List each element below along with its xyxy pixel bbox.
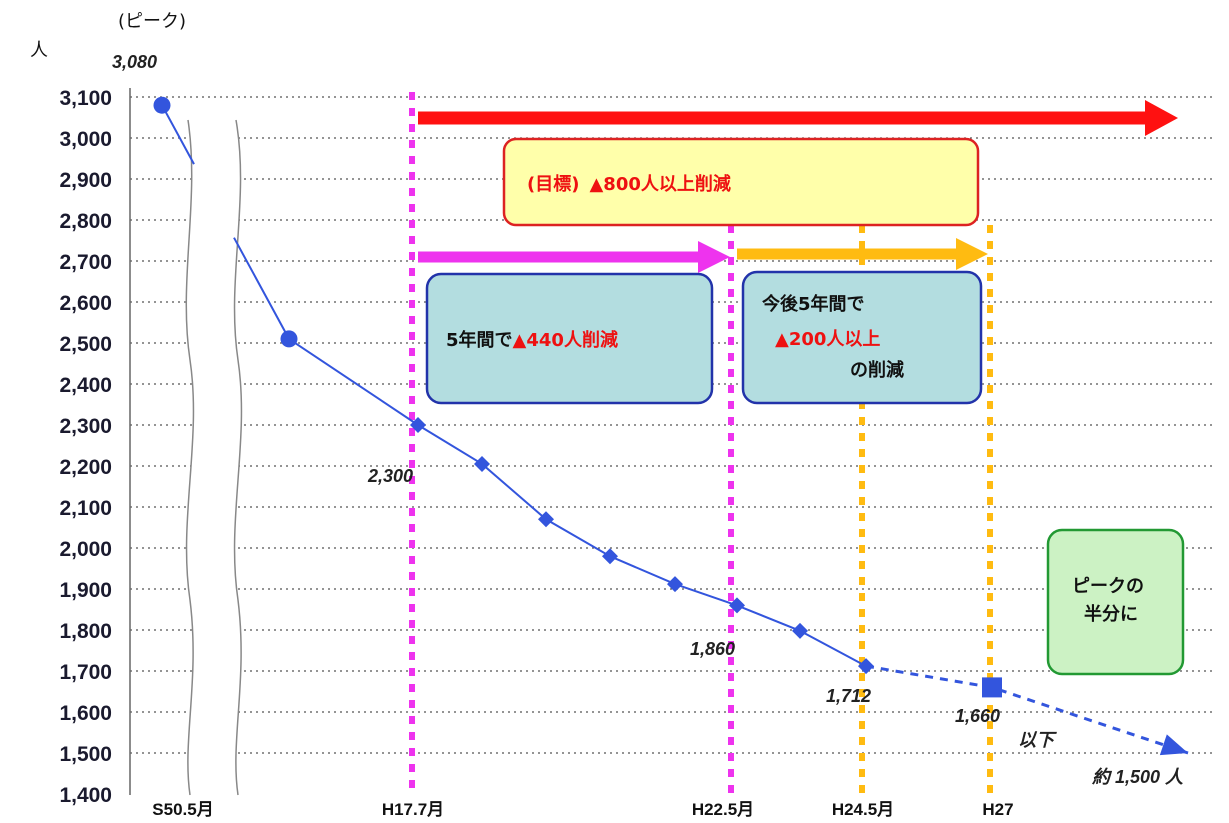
half-box-line2: 半分に bbox=[1084, 603, 1138, 625]
data-point bbox=[982, 677, 1002, 698]
peak-value-label: 3,080 bbox=[112, 52, 157, 72]
y-tick-label: 2,400 bbox=[59, 374, 112, 397]
y-tick-label: 2,700 bbox=[59, 251, 112, 274]
y-tick-label: 3,100 bbox=[59, 87, 112, 110]
phase2-line3: の削減 bbox=[850, 359, 904, 381]
phase2-line1: 今後5年間で bbox=[762, 293, 865, 315]
y-tick-label: 2,800 bbox=[59, 210, 112, 233]
y-tick-label: 1,600 bbox=[59, 702, 112, 725]
series-group bbox=[153, 96, 1189, 756]
y-tick-label: 2,100 bbox=[59, 497, 112, 520]
data-point bbox=[474, 455, 490, 472]
data-point bbox=[792, 622, 808, 639]
phase2-highlight: ▲200人以上 bbox=[775, 329, 880, 350]
phase1-arrow-head bbox=[698, 241, 730, 273]
x-tick-label: H22.5月 bbox=[692, 800, 754, 819]
y-tick-label: 2,300 bbox=[59, 415, 112, 438]
h17-value-label: 2,300 bbox=[367, 466, 413, 486]
data-point bbox=[538, 511, 554, 528]
y-tick-label: 3,000 bbox=[59, 128, 112, 151]
data-point bbox=[858, 658, 874, 675]
x-tick-label: H27 bbox=[982, 800, 1013, 819]
data-point bbox=[153, 96, 171, 114]
y-tick-label: 1,700 bbox=[59, 661, 112, 684]
phase2-box bbox=[741, 270, 983, 405]
data-point bbox=[602, 548, 618, 565]
h27-note: 以下 bbox=[1018, 730, 1057, 750]
y-unit-label: 人 bbox=[30, 40, 48, 61]
y-tick-label: 2,600 bbox=[59, 292, 112, 315]
final-value-label: 約 1,500 人 bbox=[1092, 767, 1184, 787]
y-tick-label: 2,000 bbox=[59, 538, 112, 561]
phase2-arrow-head bbox=[956, 238, 988, 270]
peak-note: (ピーク) bbox=[118, 11, 186, 32]
x-tick-label: H17.7月 bbox=[382, 800, 444, 819]
y-tick-label: 2,900 bbox=[59, 169, 112, 192]
goal-arrow-head bbox=[1145, 100, 1178, 136]
half-box bbox=[1046, 528, 1185, 676]
phase1-box bbox=[425, 272, 714, 405]
grid-lines bbox=[130, 96, 1215, 754]
y-tick-label: 1,800 bbox=[59, 620, 112, 643]
half-box-line1: ピークの bbox=[1072, 576, 1144, 597]
goal-box bbox=[502, 137, 980, 227]
y-tick-labels: 3,100 3,000 2,900 2,800 2,700 2,600 2,500 2,400… bbox=[59, 87, 112, 807]
y-tick-label: 2,500 bbox=[59, 333, 112, 356]
data-point bbox=[410, 417, 426, 433]
data-point bbox=[667, 576, 683, 593]
x-tick-label: S50.5月 bbox=[152, 800, 213, 819]
h27-value-label: 1,660 bbox=[955, 706, 1000, 726]
series-line-segment bbox=[161, 104, 195, 165]
data-point bbox=[280, 330, 298, 348]
y-tick-label: 2,200 bbox=[59, 456, 112, 479]
x-tick-labels: S50.5月 H17.7月 H22.5月 H24.5月 H27 bbox=[152, 800, 1013, 819]
y-tick-label: 1,400 bbox=[59, 784, 112, 807]
y-tick-label: 1,900 bbox=[59, 579, 112, 602]
h22-value-label: 1,860 bbox=[690, 639, 735, 659]
goal-box-text: (目標) ▲800人以上削減 bbox=[527, 173, 731, 195]
phase1-box-text: 5年間で▲440人削減 bbox=[446, 329, 618, 351]
h24-value-label: 1,712 bbox=[826, 686, 871, 706]
projection-arrow-head bbox=[1159, 734, 1188, 756]
axis-break bbox=[185, 119, 243, 796]
x-tick-label: H24.5月 bbox=[832, 800, 894, 819]
data-point bbox=[729, 597, 745, 614]
y-tick-label: 1,500 bbox=[59, 743, 112, 766]
series-line bbox=[233, 237, 867, 667]
